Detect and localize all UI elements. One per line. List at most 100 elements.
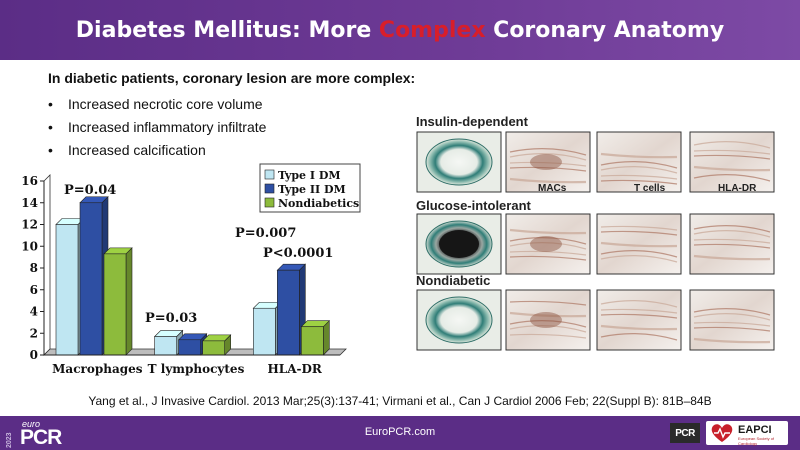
y-tick-label: 6 xyxy=(30,283,38,297)
legend-label: Type II DM xyxy=(278,183,346,196)
y-tick-label: 12 xyxy=(21,218,38,232)
tissue-stain xyxy=(600,313,678,319)
footer-website: EuroPCR.com xyxy=(364,426,436,438)
legend-label: Type I DM xyxy=(278,169,341,182)
tissue-stain xyxy=(693,225,771,233)
title-bar: Diabetes Mellitus: More Complex Coronary… xyxy=(0,0,800,60)
legend-swatch xyxy=(264,183,275,194)
tissue-stain xyxy=(600,333,678,341)
cell-tag: T cells xyxy=(634,183,666,194)
bullet-list: Increased necrotic core volume Increased… xyxy=(48,93,266,162)
y-tick-label: 14 xyxy=(21,196,38,210)
stain-cluster xyxy=(530,312,562,328)
tissue-stain xyxy=(693,326,771,332)
tissue-stain xyxy=(509,177,587,184)
row-label: Nondiabetic xyxy=(416,273,490,288)
legend-swatch xyxy=(264,169,275,180)
tissue-stain xyxy=(600,230,678,236)
tissue-stain xyxy=(693,165,771,172)
bar xyxy=(178,339,201,356)
p-value-label: P=0.04 xyxy=(64,183,116,198)
bar xyxy=(79,202,103,356)
eapci-logo: EAPCI European Society of Cardiology xyxy=(706,421,788,446)
tissue-stain xyxy=(509,320,587,328)
tissue-stain xyxy=(693,254,771,261)
bar xyxy=(277,269,300,356)
tissue-stain xyxy=(693,149,771,155)
y-tick-label: 4 xyxy=(30,305,38,319)
y-tick-label: 0 xyxy=(30,348,38,362)
legend-box xyxy=(259,163,361,213)
tissue-stain xyxy=(509,242,587,250)
bullet-item: Increased calcification xyxy=(48,139,266,162)
stain-cluster xyxy=(530,154,562,170)
tissue-stain xyxy=(509,153,587,161)
footer-bar: 2023 euro PCR EuroPCR.com PCR EAPCI Euro… xyxy=(0,416,800,450)
category-label: Macrophages xyxy=(52,362,143,376)
tissue-stain xyxy=(693,308,771,316)
tissue-stain xyxy=(600,255,678,263)
title-part-2: Coronary Anatomy xyxy=(485,17,725,43)
micrograph xyxy=(689,213,775,275)
bar xyxy=(202,340,225,356)
tissue-stain xyxy=(693,154,771,160)
title-highlight: Complex xyxy=(378,17,486,43)
y-tick-label: 2 xyxy=(30,326,38,340)
tissue-stain xyxy=(600,241,678,248)
bar xyxy=(103,253,127,356)
tissue-stain xyxy=(600,174,678,180)
tissue-stain xyxy=(509,228,587,235)
tissue-stain xyxy=(693,174,771,182)
pcr-badge: PCR xyxy=(670,423,700,443)
tissue-stain xyxy=(509,161,587,167)
bar xyxy=(301,326,324,356)
vessel-section xyxy=(425,296,493,344)
tissue-stain xyxy=(600,324,678,331)
chart-side-wall xyxy=(43,174,51,356)
bullet-item: Increased inflammatory infiltrate xyxy=(48,116,266,139)
tissue-stain xyxy=(600,166,678,174)
p-value-label: P<0.0001 xyxy=(263,246,333,261)
micrograph xyxy=(596,289,682,351)
bar xyxy=(55,224,79,356)
tissue-stain xyxy=(509,255,587,261)
tissue-stain xyxy=(509,250,587,256)
tissue-stain xyxy=(509,300,587,306)
y-tick-label: 10 xyxy=(21,239,38,253)
slide-title: Diabetes Mellitus: More Complex Coronary… xyxy=(76,18,724,43)
tissue-stain xyxy=(600,161,678,169)
tissue-stain xyxy=(600,152,678,159)
y-tick-label: 16 xyxy=(21,174,38,188)
micrograph xyxy=(505,289,591,351)
tissue-stain xyxy=(600,300,678,308)
europcr-logo: PCR xyxy=(20,426,62,449)
category-label: T lymphocytes xyxy=(148,362,245,376)
legend-swatch xyxy=(264,197,275,208)
tissue-stain xyxy=(693,313,771,321)
vessel-section xyxy=(425,138,493,186)
bar xyxy=(154,336,177,356)
tissue-stain xyxy=(693,243,771,249)
tissue-stain xyxy=(693,321,771,327)
tissue-stain xyxy=(509,325,587,333)
tissue-stain xyxy=(509,333,587,339)
tissue-stain xyxy=(509,148,587,156)
title-part-1: Diabetes Mellitus: More xyxy=(75,17,379,43)
cell-tag: MACs xyxy=(538,183,567,194)
europcr-logo-prefix: euro xyxy=(22,419,41,429)
tissue-stain xyxy=(693,238,771,244)
eapci-label: EAPCI xyxy=(738,424,772,436)
bullet-item: Increased necrotic core volume xyxy=(48,93,266,116)
intro-text: In diabetic patients, coronary lesion ar… xyxy=(48,70,416,86)
p-value-label: P=0.007 xyxy=(235,226,296,241)
p-value-label: P=0.03 xyxy=(145,311,197,326)
bar-chart: 0 2 4 6 8 10 12 14 16 Macrophages T lymphocytes HLA… xyxy=(21,163,361,376)
eapci-subtitle: European Society of Cardiology xyxy=(738,436,775,446)
vessel-lumen xyxy=(439,230,479,258)
histology-panel: Insulin-dependent Glucose-intolerant Non… xyxy=(416,114,775,351)
tissue-stain xyxy=(509,311,587,318)
citation: Yang et al., J Invasive Cardiol. 2013 Ma… xyxy=(88,394,712,408)
tissue-stain xyxy=(600,308,678,314)
bar-side xyxy=(125,247,133,356)
